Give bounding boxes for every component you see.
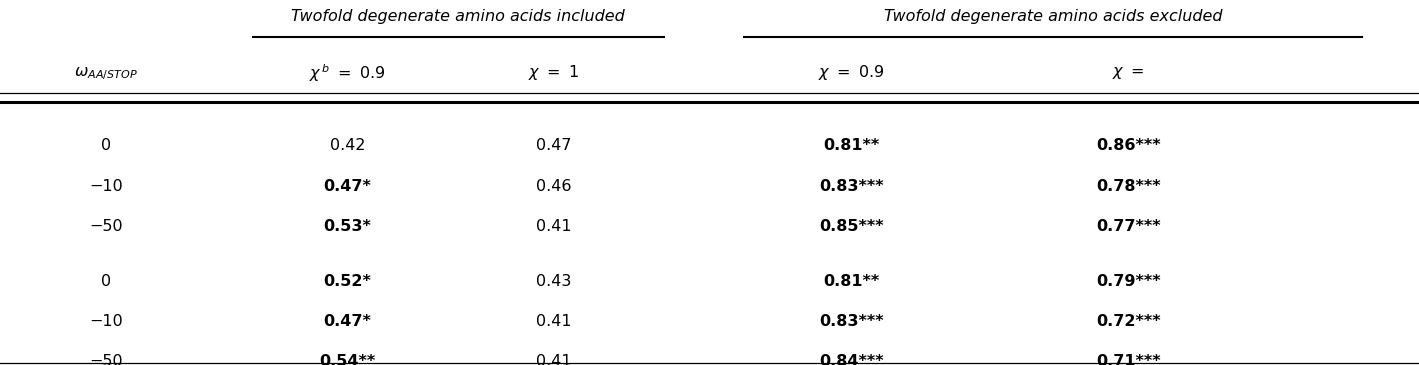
Text: 0.42: 0.42 — [329, 138, 366, 154]
Text: 0.41: 0.41 — [535, 219, 572, 234]
Text: 0.83***: 0.83*** — [819, 178, 884, 194]
Text: −10: −10 — [89, 178, 123, 194]
Text: Twofold degenerate amino acids excluded: Twofold degenerate amino acids excluded — [884, 9, 1222, 24]
Text: 0.41: 0.41 — [535, 314, 572, 329]
Text: Twofold degenerate amino acids included: Twofold degenerate amino acids included — [291, 9, 626, 24]
Text: $\chi\ =\ 0.9$: $\chi\ =\ 0.9$ — [819, 64, 884, 82]
Text: 0.46: 0.46 — [535, 178, 572, 194]
Text: −50: −50 — [89, 354, 123, 365]
Text: 0.81**: 0.81** — [823, 138, 880, 154]
Text: 0.83***: 0.83*** — [819, 314, 884, 329]
Text: 0.72***: 0.72*** — [1095, 314, 1161, 329]
Text: 0.84***: 0.84*** — [819, 354, 884, 365]
Text: 0.78***: 0.78*** — [1095, 178, 1161, 194]
Text: $\chi^{\,b}\ =\ 0.9$: $\chi^{\,b}\ =\ 0.9$ — [309, 62, 386, 84]
Text: −10: −10 — [89, 314, 123, 329]
Text: 0.77***: 0.77*** — [1095, 219, 1161, 234]
Text: 0.79***: 0.79*** — [1095, 273, 1161, 289]
Text: 0.41: 0.41 — [535, 354, 572, 365]
Text: 0.47*: 0.47* — [324, 314, 372, 329]
Text: $\chi\ =$: $\chi\ =$ — [1112, 65, 1144, 81]
Text: $\omega_{\mathit{AA/STOP}}$: $\omega_{\mathit{AA/STOP}}$ — [74, 65, 139, 81]
Text: 0.52*: 0.52* — [324, 273, 372, 289]
Text: 0.53*: 0.53* — [324, 219, 372, 234]
Text: −50: −50 — [89, 219, 123, 234]
Text: 0.47*: 0.47* — [324, 178, 372, 194]
Text: 0.54**: 0.54** — [319, 354, 376, 365]
Text: 0: 0 — [101, 138, 112, 154]
Text: 0.81**: 0.81** — [823, 273, 880, 289]
Text: 0.71***: 0.71*** — [1095, 354, 1161, 365]
Text: 0.86***: 0.86*** — [1095, 138, 1161, 154]
Text: 0.43: 0.43 — [536, 273, 570, 289]
Text: $\chi\ =\ 1$: $\chi\ =\ 1$ — [528, 64, 579, 82]
Text: 0: 0 — [101, 273, 112, 289]
Text: 0.85***: 0.85*** — [819, 219, 884, 234]
Text: 0.47: 0.47 — [535, 138, 572, 154]
